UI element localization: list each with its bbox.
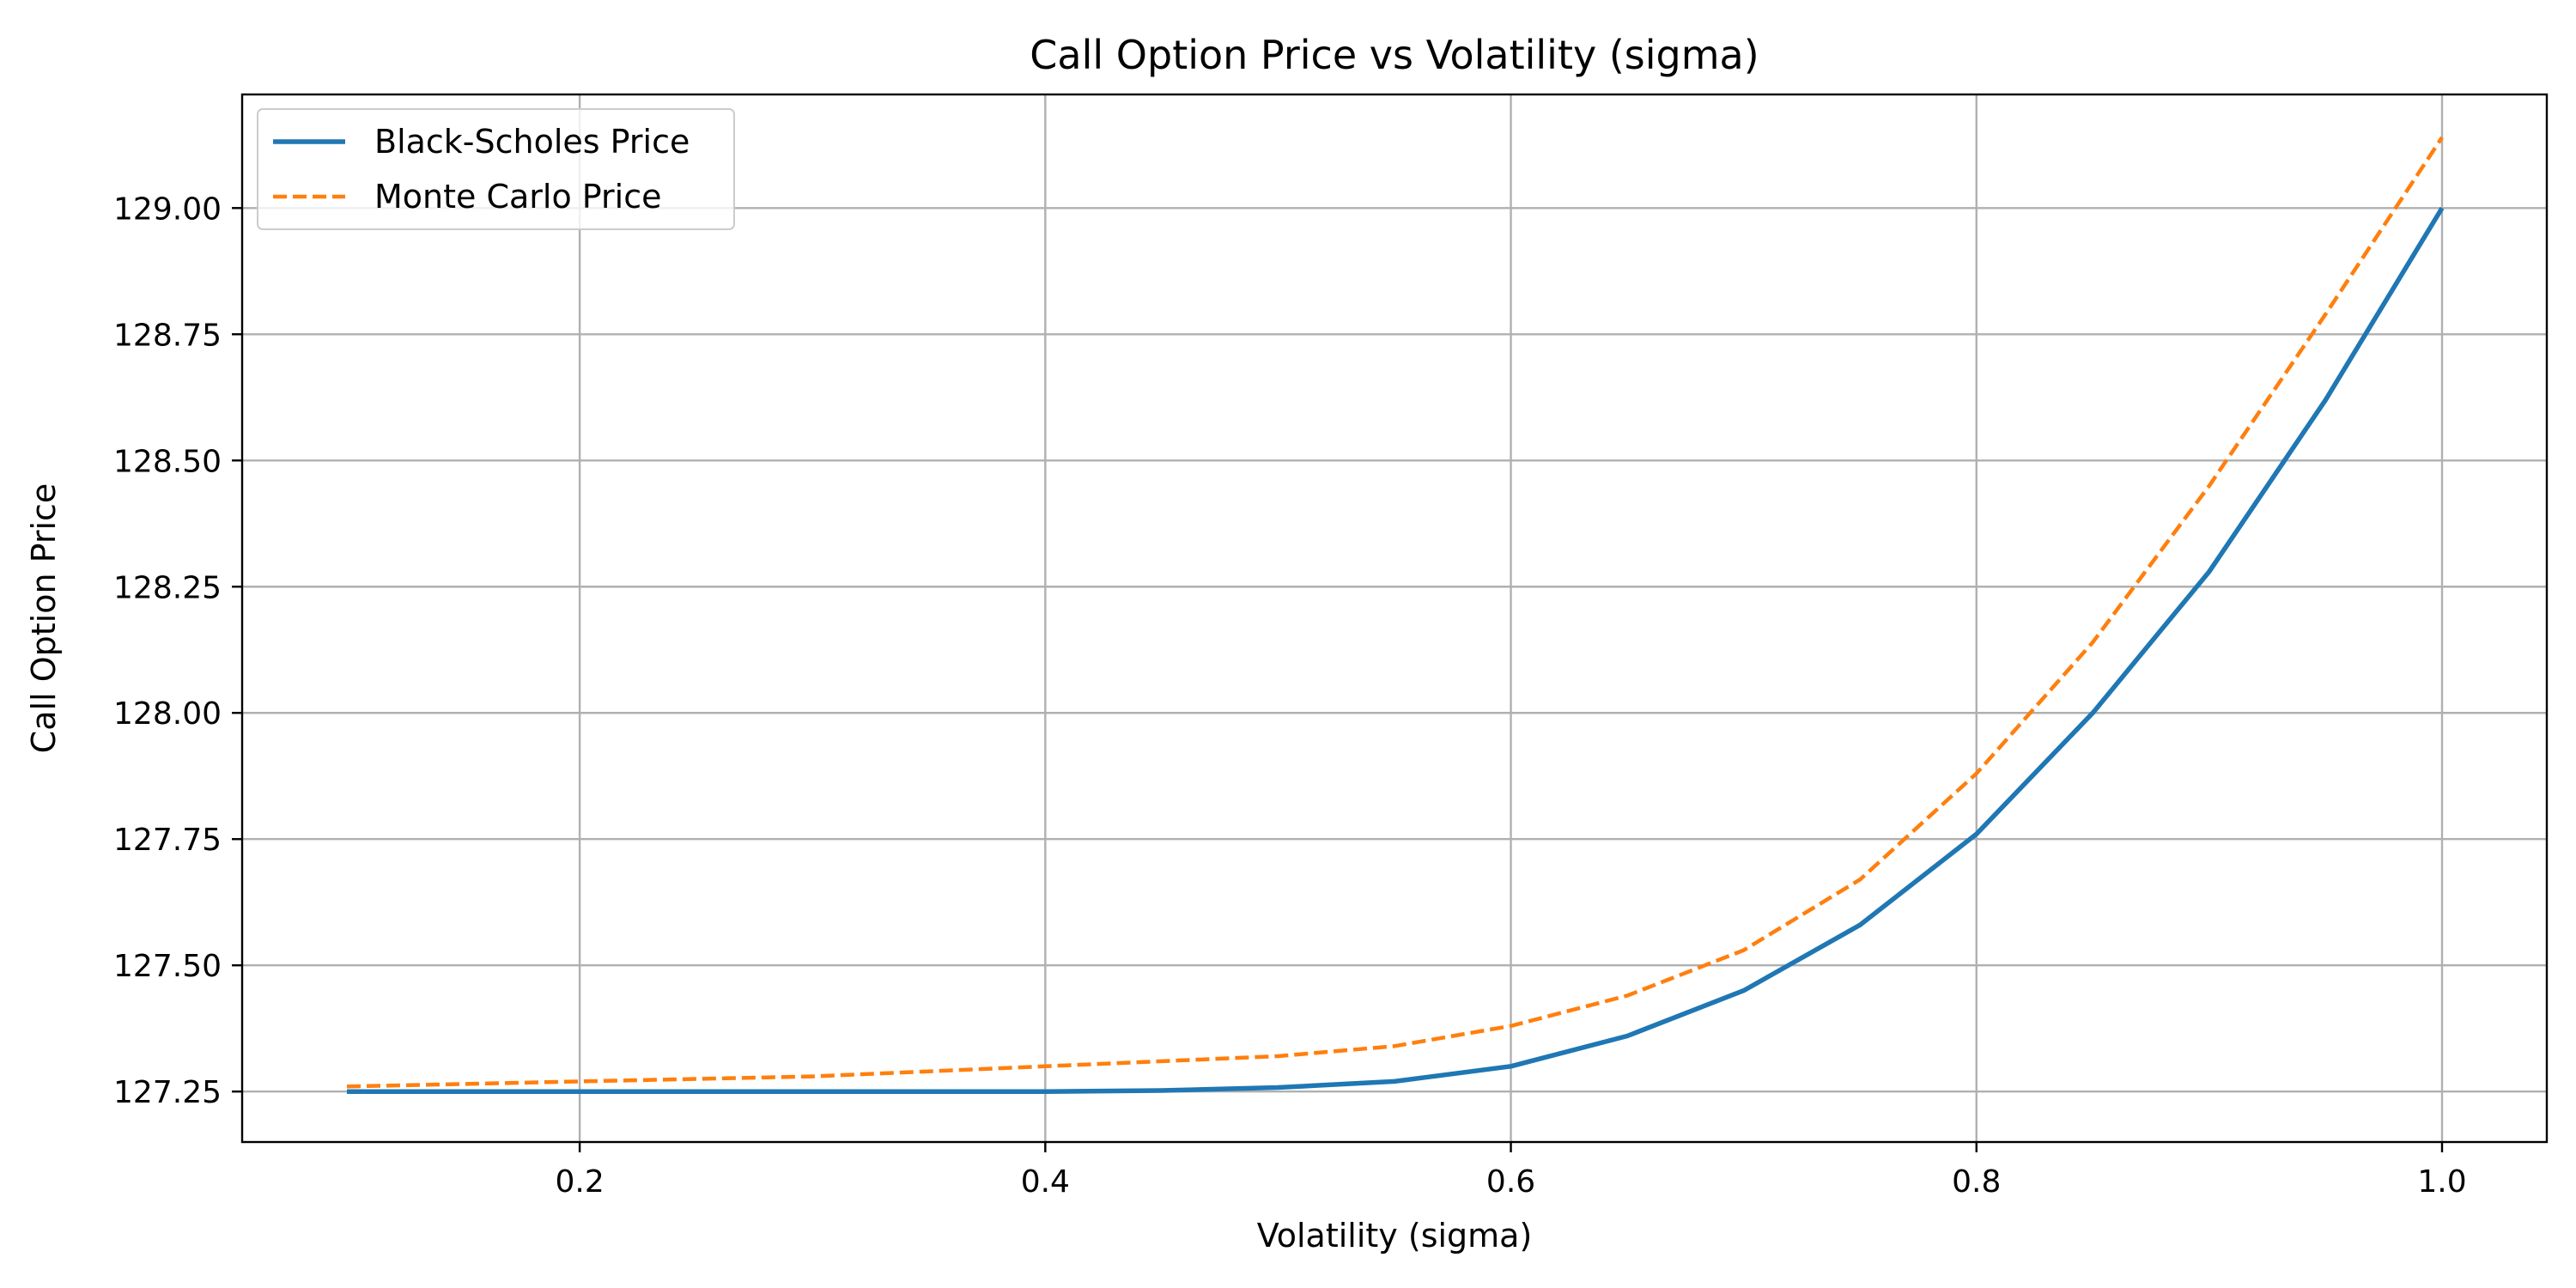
y-tick-label: 128.00	[113, 696, 222, 732]
x-axis-label: Volatility (sigma)	[1257, 1217, 1533, 1255]
series-lines	[346, 136, 2445, 1094]
x-tick-label: 1.0	[2417, 1164, 2466, 1200]
y-tick-label: 129.00	[113, 191, 222, 227]
legend: Black-Scholes Price Monte Carlo Price	[257, 108, 735, 230]
legend-label-black-scholes: Black-Scholes Price	[374, 123, 690, 161]
axis-ticks: 0.2 0.4 0.6 0.8 1.0 127.25 127.50 127.75 128.00 1…	[113, 191, 2467, 1200]
y-tick-label: 128.50	[113, 444, 222, 479]
y-tick-label: 127.75	[113, 823, 222, 858]
legend-box	[257, 108, 735, 230]
x-tick-label: 0.2	[555, 1164, 604, 1200]
chart-title: Call Option Price vs Volatility (sigma)	[1030, 32, 1759, 78]
y-tick-label: 128.75	[113, 318, 222, 353]
x-tick-label: 0.8	[1952, 1164, 2001, 1200]
y-tick-label: 127.50	[113, 949, 222, 984]
series-line-monte-carlo	[346, 136, 2444, 1089]
series-line-black-scholes	[347, 206, 2445, 1094]
y-tick-label: 128.25	[113, 570, 222, 605]
y-axis-label: Call Option Price	[25, 483, 63, 754]
grid-lines	[242, 94, 2547, 1142]
plot-area-frame	[240, 93, 2549, 1144]
y-tick-label: 127.25	[113, 1075, 222, 1110]
x-tick-label: 0.4	[1021, 1164, 1070, 1200]
x-tick-label: 0.6	[1486, 1164, 1535, 1200]
legend-label-monte-carlo: Monte Carlo Price	[374, 178, 662, 216]
